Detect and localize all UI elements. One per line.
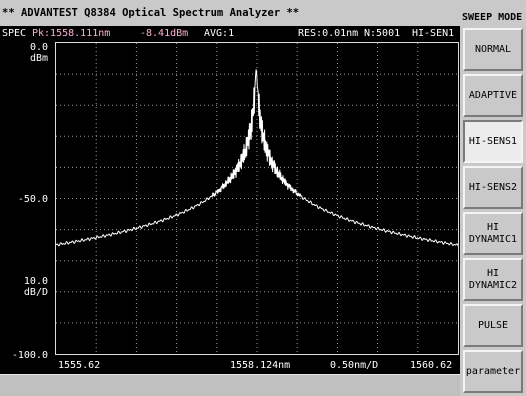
normal-button[interactable]: NORMAL — [463, 28, 523, 71]
hi-dynamic2-button[interactable]: HI DYNAMIC2 — [463, 258, 523, 301]
x-start: 1555.62 — [58, 360, 101, 371]
sample-points: N:5001 — [364, 28, 401, 39]
peak-level: -8.41dBm — [140, 28, 189, 39]
window-title: ** ADVANTEST Q8384 Optical Spectrum Anal… — [0, 0, 460, 26]
y-scale: 10.0 — [23, 276, 48, 287]
peak-wavelength: Pk:1558.111nm — [32, 28, 111, 39]
measurement-info-bar: SPEC Pk:1558.111nm -8.41dBm AVG:1 RES:0.… — [0, 26, 460, 42]
adaptive-button[interactable]: ADAPTIVE — [463, 74, 523, 117]
status-bar — [0, 374, 460, 396]
resolution: RES:0.01nm — [298, 28, 359, 39]
y-unit-top: dBm — [29, 53, 48, 64]
y-tick-top: 0.0 — [29, 42, 48, 53]
mode-label: SPEC — [2, 28, 27, 39]
spectrum-svg — [56, 43, 458, 354]
hi-sens1-button[interactable]: HI-SENS1 — [463, 120, 523, 163]
sweep-mode-panel: SWEEP MODE NORMAL ADAPTIVE HI-SENS1 HI-S… — [460, 0, 526, 396]
x-center: 1558.124nm — [230, 360, 291, 371]
y-tick-bottom: -100.0 — [11, 350, 48, 361]
y-tick-mid: -50.0 — [17, 194, 48, 205]
x-span: 0.50nm/D — [330, 360, 379, 371]
plot-grid — [56, 43, 458, 354]
sweep-mode-title: SWEEP MODE — [462, 12, 523, 23]
y-scale-unit: dB/D — [23, 287, 48, 298]
pulse-button[interactable]: PULSE — [463, 304, 523, 347]
x-end: 1560.62 — [410, 360, 453, 371]
x-axis-labels: 1555.62 1558.124nm 0.50nm/D 1560.62 — [55, 358, 460, 374]
sensitivity-mode: HI-SEN1 — [412, 28, 455, 39]
spectrum-plot — [55, 42, 459, 355]
spectrum-trace — [56, 69, 458, 247]
hi-sens2-button[interactable]: HI-SENS2 — [463, 166, 523, 209]
y-axis-labels: 0.0 dBm -50.0 10.0 dB/D -100.0 — [0, 0, 52, 396]
parameter-button[interactable]: parameter — [463, 350, 523, 393]
average-count: AVG:1 — [204, 28, 235, 39]
hi-dynamic1-button[interactable]: HI DYNAMIC1 — [463, 212, 523, 255]
